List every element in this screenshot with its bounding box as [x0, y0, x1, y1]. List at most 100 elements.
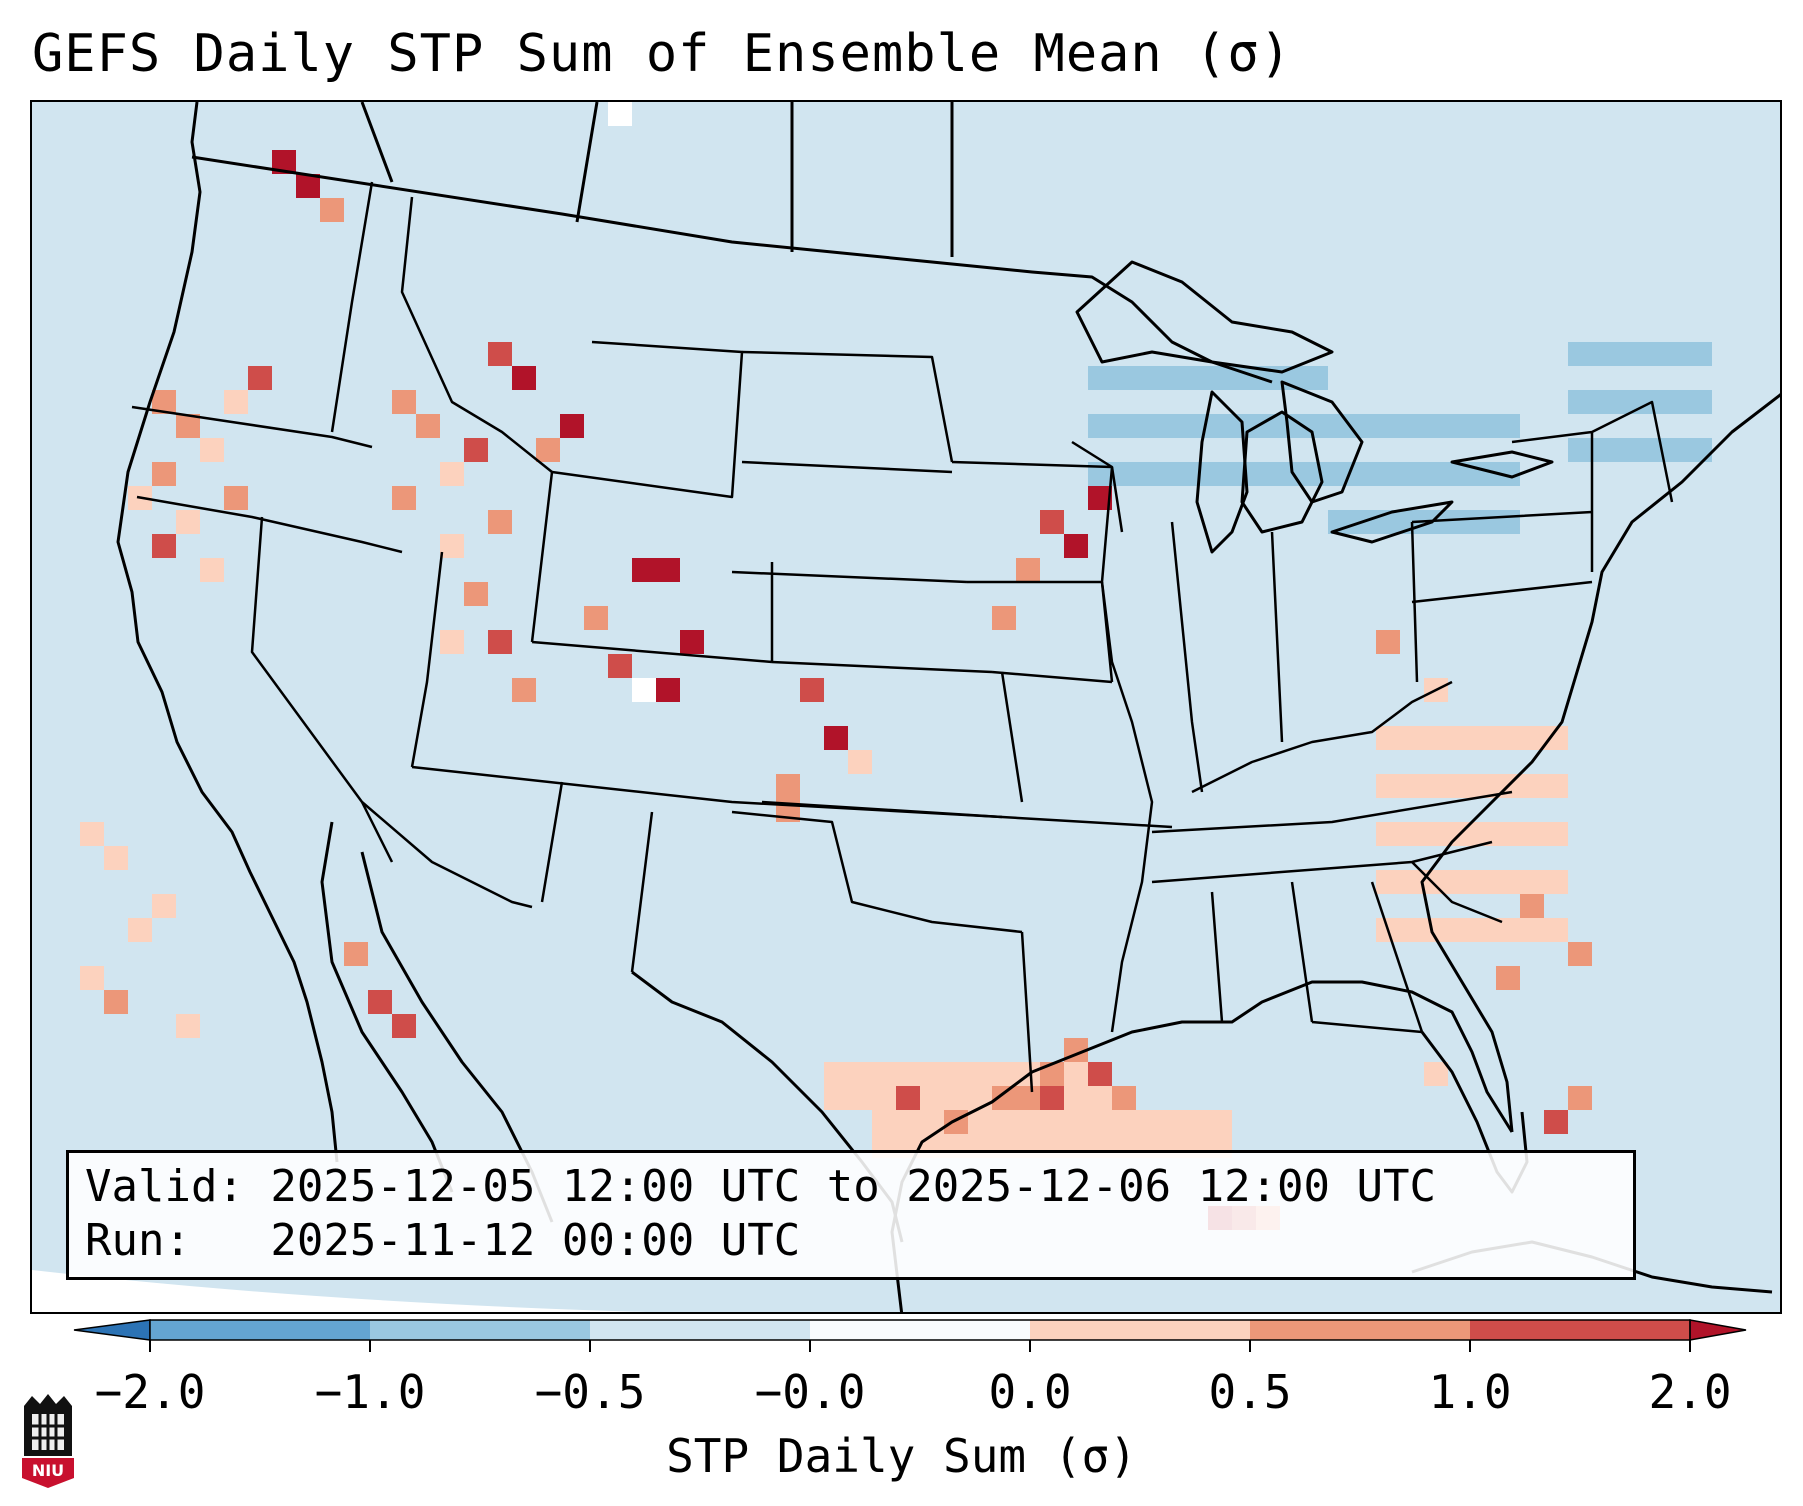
- anomaly-cell: [1520, 870, 1544, 894]
- anomaly-cell: [1520, 726, 1544, 750]
- colorbar-ticks: [149, 1340, 1691, 1352]
- anomaly-cell: [368, 990, 392, 1014]
- run-time-text: Run: 2025-11-12 00:00 UTC: [85, 1215, 801, 1266]
- anomaly-cell: [1400, 918, 1424, 942]
- anomaly-cell: [1040, 510, 1064, 534]
- anomaly-cell: [1520, 774, 1544, 798]
- anomaly-cell: [1424, 822, 1448, 846]
- anomaly-cell: [1112, 1086, 1136, 1110]
- anomaly-cell: [1472, 870, 1496, 894]
- anomaly-cell: [1256, 462, 1280, 486]
- anomaly-cell: [104, 990, 128, 1014]
- anomaly-cell: [1400, 726, 1424, 750]
- anomaly-cell: [1568, 438, 1592, 462]
- anomaly-cell: [608, 654, 632, 678]
- anomaly-cell: [968, 1110, 992, 1134]
- anomaly-cell: [392, 486, 416, 510]
- anomaly-cell: [1016, 1086, 1040, 1110]
- lake-michigan: [1195, 390, 1249, 554]
- validity-info-box: Valid: 2025-12-05 12:00 UTC to 2025-12-0…: [66, 1150, 1636, 1280]
- tick-label: −1.0: [314, 1365, 426, 1419]
- anomaly-cell: [1496, 510, 1520, 534]
- anomaly-cell: [824, 1086, 848, 1110]
- anomaly-cell: [1376, 822, 1400, 846]
- anomaly-cell: [1160, 1110, 1184, 1134]
- anomaly-cell: [608, 102, 632, 126]
- anomaly-cell: [992, 1062, 1016, 1086]
- anomaly-cell: [944, 1086, 968, 1110]
- anomaly-cell: [392, 390, 416, 414]
- anomaly-cell: [1400, 462, 1424, 486]
- anomaly-cell: [1112, 1110, 1136, 1134]
- anomaly-cell: [1520, 894, 1544, 918]
- anomaly-cell: [1112, 366, 1136, 390]
- state-borders: [131, 181, 1674, 1093]
- anomaly-cell: [848, 750, 872, 774]
- anomaly-cell: [488, 630, 512, 654]
- anomaly-cell: [848, 1086, 872, 1110]
- anomaly-cell: [1376, 630, 1400, 654]
- anomaly-cell: [1688, 390, 1712, 414]
- anomaly-cell: [992, 606, 1016, 630]
- anomaly-cell: [248, 366, 272, 390]
- anomaly-cell: [464, 582, 488, 606]
- tick-label: −2.0: [94, 1365, 206, 1419]
- anomaly-cell: [896, 1110, 920, 1134]
- anomaly-cell: [1616, 342, 1640, 366]
- colorbar-outline: [149, 1319, 1691, 1341]
- anomaly-cell: [440, 630, 464, 654]
- anomaly-cell: [224, 390, 248, 414]
- anomaly-cell: [80, 966, 104, 990]
- anomaly-cell: [1568, 390, 1592, 414]
- wi-mi: [1071, 440, 1124, 533]
- anomaly-cell: [1424, 726, 1448, 750]
- mt-wy: [551, 340, 744, 499]
- anomaly-cell: [1424, 1062, 1448, 1086]
- anomaly-cell: [1568, 1086, 1592, 1110]
- colorbar: [73, 1319, 1747, 1352]
- anomaly-cell: [104, 846, 128, 870]
- anomaly-cell: [1376, 414, 1400, 438]
- anomaly-cell: [488, 510, 512, 534]
- illinois-indiana: [1170, 521, 1284, 793]
- anomaly-cell: [1496, 726, 1520, 750]
- lake-superior: [1075, 260, 1334, 374]
- anomaly-cell: [1472, 822, 1496, 846]
- anomaly-cell: [1496, 414, 1520, 438]
- anomaly-cell: [320, 198, 344, 222]
- anomaly-cell: [1664, 438, 1688, 462]
- anomaly-cell: [1352, 462, 1376, 486]
- colorbar-extend-min: [73, 1319, 151, 1341]
- anomaly-cell: [1064, 1110, 1088, 1134]
- anomaly-cell: [1040, 1086, 1064, 1110]
- michigan-lower: [1240, 410, 1324, 534]
- anomaly-cell: [1208, 1110, 1232, 1134]
- anomaly-cell: [1448, 726, 1472, 750]
- anomaly-cell: [872, 1062, 896, 1086]
- anomaly-cell: [1376, 870, 1400, 894]
- anomaly-cell: [1400, 822, 1424, 846]
- conus-map: [32, 102, 1780, 1312]
- anomaly-cell: [1520, 822, 1544, 846]
- anomaly-cell: [1400, 870, 1424, 894]
- ne-ks: [761, 660, 1024, 819]
- anomaly-cell: [1016, 558, 1040, 582]
- anomaly-cell: [1208, 414, 1232, 438]
- anomaly-cell: [176, 414, 200, 438]
- anomaly-cell: [1592, 342, 1616, 366]
- east-coastline: [1420, 393, 1780, 1133]
- anomaly-cell: [800, 678, 824, 702]
- colorbar-segment: [370, 1320, 590, 1340]
- anomaly-cell: [1544, 822, 1568, 846]
- anomaly-cell: [392, 1014, 416, 1038]
- anomaly-cell: [1136, 414, 1160, 438]
- tx-outline: [630, 811, 1034, 1093]
- anomaly-cell: [488, 342, 512, 366]
- canada-province-lines: [360, 102, 954, 257]
- chart-title: GEFS Daily STP Sum of Ensemble Mean (σ): [32, 24, 1292, 84]
- anomaly-cell: [1544, 870, 1568, 894]
- colorbar-segment: [1250, 1320, 1470, 1340]
- anomaly-cell: [1376, 462, 1400, 486]
- anomaly-cell: [824, 726, 848, 750]
- colorbar-extend-max: [1689, 1319, 1747, 1341]
